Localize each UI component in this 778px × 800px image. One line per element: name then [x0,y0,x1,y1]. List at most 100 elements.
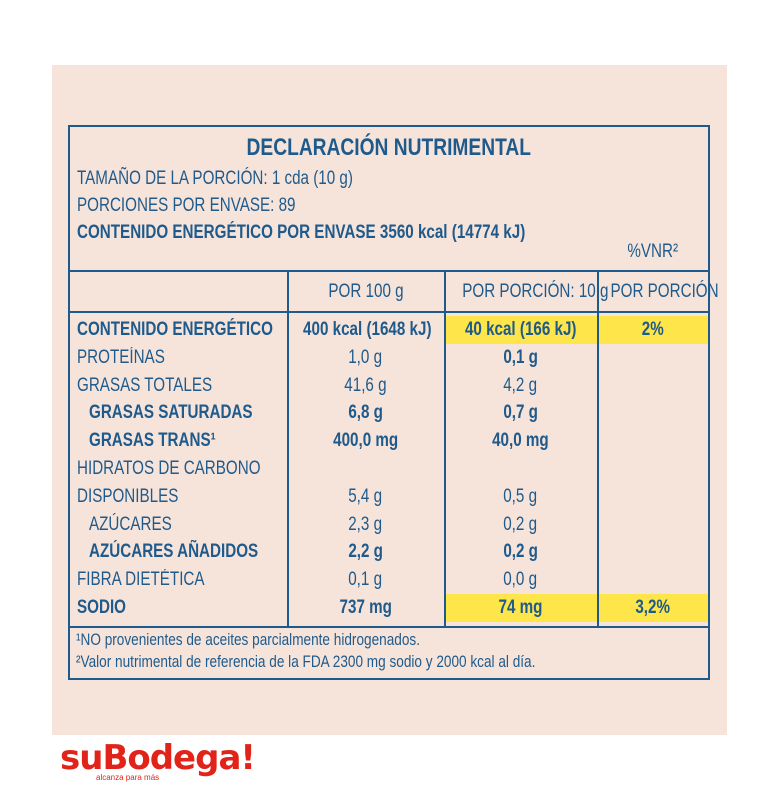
row-label: AZÚCARES [89,513,172,535]
per-portion: 0,1 g [444,347,597,369]
rule [70,311,708,313]
highlight [446,316,597,344]
per-100g: 0,1 g [287,569,444,591]
column-header: POR PORCIÓN [610,281,719,302]
per-100g: 41,6 g [287,375,444,397]
per-portion: 40,0 mg [492,430,549,452]
per-100g: 737 mg [339,597,392,618]
per-100g: 41,6 g [344,374,387,396]
row-label: CONTENIDO ENERGÉTICO [77,319,322,341]
per-portion: 74 mg [498,597,543,618]
per-portion: 0,2 g [444,541,597,563]
row-label: DISPONIBLES [77,485,179,507]
per-100g: 5,4 g [348,485,383,507]
per-100g: 5,4 g [287,486,444,508]
row-label: GRASAS TRANS¹ [89,430,216,452]
footnote: ¹NO provenientes de aceites parcialmente… [76,630,420,649]
per-portion: 4,2 g [444,375,597,397]
per-portion: 0,7 g [444,402,597,424]
rule [70,626,708,628]
per-portion: 0,0 g [444,569,597,591]
row-label: AZÚCARES [89,514,192,536]
per-100g: 1,0 g [348,346,383,368]
per-portion: 0,7 g [503,402,538,424]
highlight [599,594,708,622]
column-header: POR 100 g [287,281,444,303]
per-100g: 400,0 mg [287,430,444,452]
per-100g: 0,1 g [348,569,383,591]
column-header: POR PORCIÓN: 10 g [462,281,609,302]
row-label: GRASAS SATURADAS [89,402,253,424]
footnote: ²Valor nutrimental de referencia de la F… [76,651,650,673]
info-line: PORCIONES POR ENVASE: 89 [77,195,296,216]
info-line: TAMAÑO DE LA PORCIÓN: 1 cda (10 g) [77,168,353,189]
per-100g: 400 kcal (1648 kJ) [303,319,432,340]
footnote: ¹NO provenientes de aceites parcialmente… [76,629,506,651]
per-portion: 74 mg [444,597,597,619]
per-portion: 0,5 g [444,486,597,508]
per-portion: 0,2 g [444,514,597,536]
vnr-header: %VNR² [597,241,708,263]
title: DECLARACIÓN NUTRIMENTAL [70,134,708,161]
column-header: POR PORCIÓN [597,281,719,303]
rule [70,270,708,272]
row-label: SODIO [77,597,138,619]
per-100g: 2,3 g [287,514,444,536]
row-label: GRASAS TOTALES [77,374,213,396]
info-line: TAMAÑO DE LA PORCIÓN: 1 cda (10 g) [77,168,422,190]
vnr: 3,2% [597,597,708,619]
row-label: FIBRA DIETÉTICA [77,569,236,591]
info-line: CONTENIDO ENERGÉTICO POR ENVASE 3560 kca… [77,222,526,243]
row-label: DISPONIBLES [77,486,204,508]
label-box [68,125,710,680]
per-portion: 0,5 g [503,485,538,507]
row-label: HIDRATOS DE CARBONO [77,458,261,479]
row-label: AZÚCARES AÑADIDOS [89,541,259,563]
per-100g: 6,8 g [287,402,444,424]
vnr: 3,2% [635,597,670,618]
per-100g: 400 kcal (1648 kJ) [287,319,444,341]
column-rule [597,270,599,628]
per-portion: 40 kcal (166 kJ) [464,319,577,340]
title: DECLARACIÓN NUTRIMENTAL [246,134,532,161]
per-100g: 2,3 g [348,513,383,535]
info-line: CONTENIDO ENERGÉTICO POR ENVASE 3560 kca… [77,222,637,244]
logo: suBodega! [60,738,256,778]
per-portion: 0,2 g [503,541,538,563]
row-label: GRASAS SATURADAS [89,402,293,424]
per-portion: 40,0 mg [444,430,597,452]
per-portion: 0,2 g [503,513,538,535]
per-100g: 2,2 g [287,541,444,563]
per-100g: 6,8 g [348,402,383,424]
highlight [599,316,708,344]
column-header: POR 100 g [327,281,404,302]
label-panel [52,65,727,735]
per-100g: 400,0 mg [332,430,399,452]
per-100g: 737 mg [287,597,444,619]
row-label: AZÚCARES AÑADIDOS [89,541,300,563]
row-label: GRASAS TOTALES [77,375,246,397]
info-line: PORCIONES POR ENVASE: 89 [77,195,350,217]
per-100g: 2,2 g [348,541,383,563]
vnr: 2% [597,319,708,341]
row-label: PROTEÍNAS [77,347,187,369]
footnote: ²Valor nutrimental de referencia de la F… [76,652,536,671]
column-header: POR PORCIÓN: 10 g [444,281,608,303]
per-portion: 0,1 g [503,346,538,368]
per-portion: 4,2 g [503,374,538,396]
row-label: HIDRATOS DE CARBONO [77,458,306,480]
highlight [446,594,597,622]
row-label: GRASAS TRANS¹ [89,430,247,452]
row-label: CONTENIDO ENERGÉTICO [77,319,273,340]
vnr: 2% [641,319,664,340]
per-100g: 1,0 g [287,347,444,369]
column-rule [287,270,289,628]
row-label: SODIO [77,597,126,618]
logo-tagline: alcanza para más [96,773,160,782]
per-portion: 40 kcal (166 kJ) [444,319,597,341]
per-portion: 0,0 g [503,569,538,591]
row-label: PROTEÍNAS [77,346,165,368]
row-label: FIBRA DIETÉTICA [77,569,205,591]
vnr-header: %VNR² [627,241,678,262]
